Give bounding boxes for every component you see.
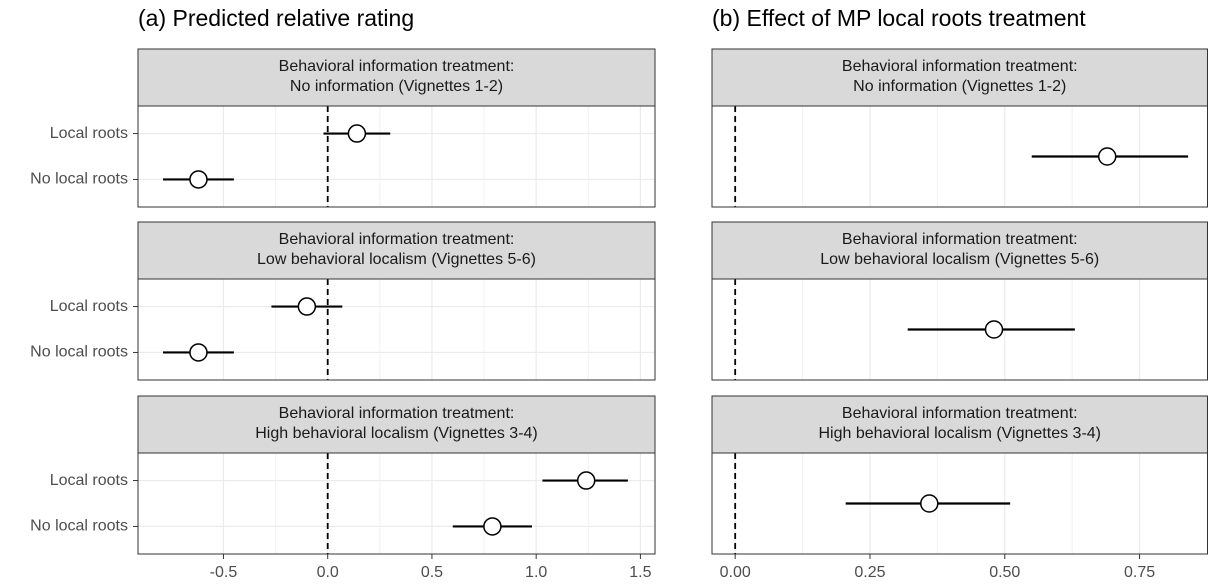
y-tick-label: Local roots xyxy=(50,472,128,489)
x-tick-label: 0.00 xyxy=(720,564,751,581)
strip-title: Behavioral information treatment: xyxy=(842,405,1078,422)
strip-background xyxy=(137,221,656,280)
y-tick-label: No local roots xyxy=(30,518,128,535)
strip-background xyxy=(711,48,1208,107)
panel-border xyxy=(137,278,656,381)
strip-title: Behavioral information treatment: xyxy=(279,405,515,422)
strip-background xyxy=(137,395,656,454)
strip-title: Behavioral information treatment: xyxy=(279,58,515,75)
strip-background xyxy=(137,48,656,107)
point xyxy=(1097,147,1117,166)
strip-label: No information (Vignettes 1-2) xyxy=(853,78,1066,95)
x-tick-label: 0.25 xyxy=(854,564,885,581)
point xyxy=(920,494,939,513)
point xyxy=(189,170,208,189)
panel-border xyxy=(137,105,656,208)
strip-background xyxy=(711,395,1208,454)
y-tick-label: No local roots xyxy=(30,171,128,188)
strip-label: Low behavioral localism (Vignettes 5-6) xyxy=(257,251,536,268)
strip-label: High behavioral localism (Vignettes 3-4) xyxy=(255,425,538,442)
x-tick-label: 0.50 xyxy=(989,564,1020,581)
x-tick-label: -0.5 xyxy=(210,564,238,581)
panel-title: (b) Effect of MP local roots treatment xyxy=(712,5,1086,31)
x-tick-label: 0.75 xyxy=(1124,564,1155,581)
point xyxy=(189,343,208,362)
point xyxy=(483,517,502,536)
point xyxy=(347,124,367,143)
y-tick-label: No local roots xyxy=(30,344,128,361)
point xyxy=(297,297,317,316)
strip-title: Behavioral information treatment: xyxy=(842,231,1078,248)
strip-label: No information (Vignettes 1-2) xyxy=(290,78,503,95)
point xyxy=(984,320,1004,339)
point xyxy=(576,471,596,490)
y-tick-label: Local roots xyxy=(50,125,128,142)
x-tick-label: 1.5 xyxy=(629,564,651,581)
strip-title: Behavioral information treatment: xyxy=(842,58,1078,75)
x-tick-label: 1.0 xyxy=(525,564,547,581)
strip-label: High behavioral localism (Vignettes 3-4) xyxy=(818,425,1101,442)
y-tick-label: Local roots xyxy=(50,298,128,315)
panel-title: (a) Predicted relative rating xyxy=(138,5,414,31)
panel-border xyxy=(137,452,656,555)
x-tick-label: 0.0 xyxy=(317,564,339,581)
strip-label: Low behavioral localism (Vignettes 5-6) xyxy=(820,251,1099,268)
strip-title: Behavioral information treatment: xyxy=(279,231,515,248)
x-tick-label: 0.5 xyxy=(421,564,443,581)
